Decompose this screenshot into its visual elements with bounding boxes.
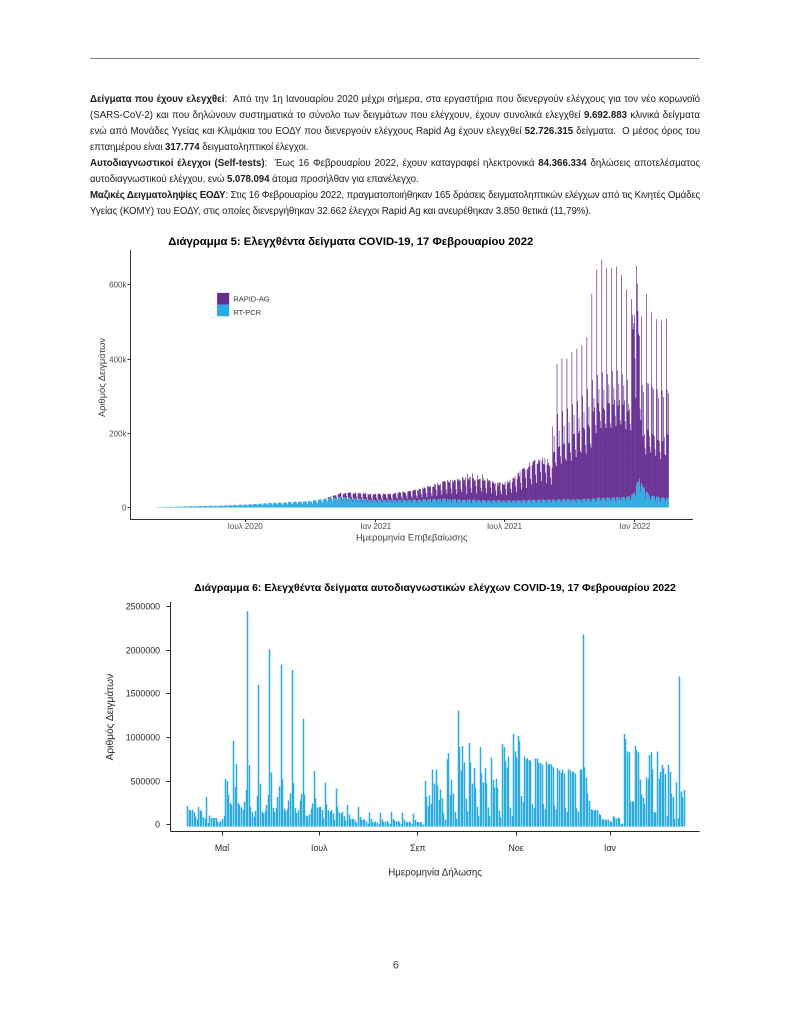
svg-text:500000: 500000 [131, 777, 160, 787]
svg-text:2000000: 2000000 [126, 646, 160, 656]
svg-text:Ιουλ 2020: Ιουλ 2020 [228, 522, 264, 531]
svg-text:1000000: 1000000 [126, 733, 160, 743]
svg-text:Σεπ: Σεπ [410, 843, 425, 853]
svg-text:0: 0 [155, 820, 160, 830]
svg-text:Διάγραμμα 6: Ελεγχθέντα δείγμα: Διάγραμμα 6: Ελεγχθέντα δείγματα αυτοδια… [194, 582, 676, 594]
svg-text:RAPID-AG: RAPID-AG [233, 294, 269, 303]
svg-text:RT-PCR: RT-PCR [233, 308, 261, 317]
svg-text:600k: 600k [109, 280, 127, 289]
svg-text:Αριθμός Δειγμάτων: Αριθμός Δειγμάτων [104, 674, 116, 761]
svg-text:Ιουλ: Ιουλ [311, 843, 328, 853]
svg-text:Νοε: Νοε [509, 843, 524, 853]
svg-text:6: 6 [393, 960, 399, 972]
svg-text:1500000: 1500000 [126, 689, 160, 699]
svg-text:Ημερομηνία Δήλωσης: Ημερομηνία Δήλωσης [388, 867, 482, 878]
svg-text:Ιαν: Ιαν [604, 843, 617, 853]
svg-text:Ιουλ 2021: Ιουλ 2021 [487, 522, 523, 531]
svg-text:0: 0 [122, 503, 127, 512]
svg-text:Αριθμός Δειγμάτων: Αριθμός Δειγμάτων [97, 338, 107, 417]
svg-text:200k: 200k [109, 429, 127, 438]
svg-text:Ιαν 2021: Ιαν 2021 [360, 522, 391, 531]
svg-text:Διάγραμμα 5: Ελεγχθέντα δείγμα: Διάγραμμα 5: Ελεγχθέντα δείγματα COVID-1… [168, 236, 533, 248]
svg-text:Ημερομηνία Επιβεβαίωσης: Ημερομηνία Επιβεβαίωσης [356, 532, 468, 542]
svg-text:Ιαν 2022: Ιαν 2022 [619, 522, 650, 531]
svg-text:400k: 400k [109, 355, 127, 364]
svg-text:2500000: 2500000 [126, 602, 160, 612]
svg-text:Μαΐ: Μαΐ [215, 843, 230, 853]
